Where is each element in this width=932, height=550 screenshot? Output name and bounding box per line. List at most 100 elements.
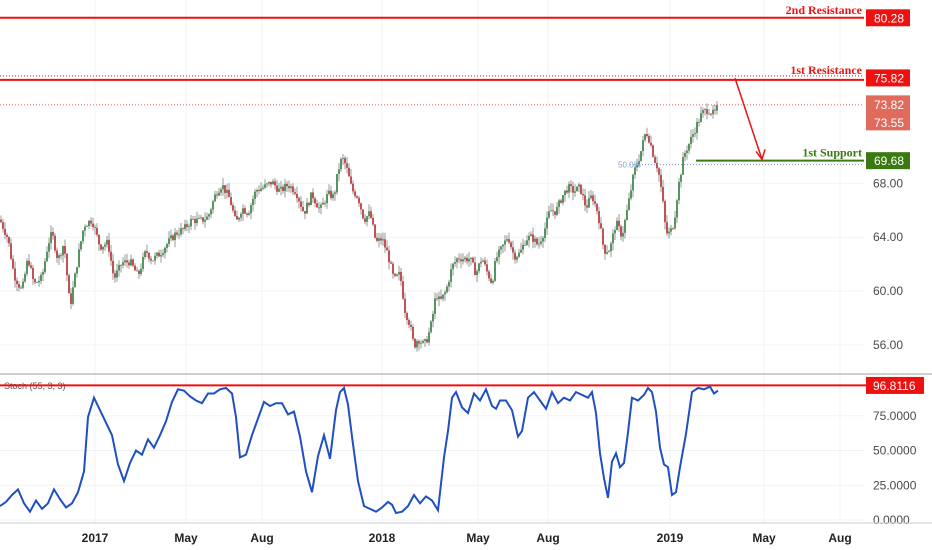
candle-body [638, 160, 640, 165]
candle-body [536, 238, 538, 245]
candle-body [652, 145, 654, 157]
candle-body [208, 214, 210, 217]
first-resistance-badge: 75.82 [866, 69, 910, 87]
candle-body [680, 174, 682, 182]
candle-body [382, 239, 384, 241]
candle-body [96, 227, 98, 235]
candle-body [306, 202, 308, 214]
candle-body [486, 264, 488, 272]
candle-body [94, 227, 96, 228]
candle-body [390, 262, 392, 264]
candle-body [676, 200, 678, 218]
candle-body [38, 280, 40, 283]
candle-body [580, 184, 582, 194]
candle-body [400, 271, 402, 282]
candle-body [6, 234, 8, 237]
candle-body [4, 228, 6, 235]
candle-body [716, 105, 718, 111]
candle-body [546, 217, 548, 229]
candle-body [26, 260, 28, 274]
candle-body [476, 271, 478, 276]
candle-body [598, 211, 600, 224]
candle-body [202, 217, 204, 222]
candle-body [28, 260, 30, 266]
candle-body [270, 181, 272, 185]
candle-body [120, 264, 122, 266]
candle-body [632, 174, 634, 191]
candle-body [312, 192, 314, 199]
candle-body [190, 218, 192, 227]
candle-body [322, 202, 324, 205]
candle-body [448, 281, 450, 287]
candle-body [302, 206, 304, 212]
candle-body [406, 312, 408, 320]
candle-body [58, 255, 60, 258]
candle-body [254, 191, 256, 199]
candle-body [688, 143, 690, 151]
candle-body [578, 184, 580, 187]
stochastic-axis-tick: 25.0000 [873, 478, 917, 492]
candle-body [662, 186, 664, 202]
candle-body [438, 296, 440, 300]
candle-body [398, 271, 400, 275]
candle-body [446, 286, 448, 293]
candle-body [432, 313, 434, 322]
candle-body [520, 249, 522, 253]
candle-body [616, 220, 618, 231]
candle-body [288, 186, 290, 189]
candle-body [210, 209, 212, 215]
candle-body [294, 192, 296, 194]
candle-body [374, 224, 376, 238]
candle-body [56, 250, 58, 258]
candle-body [282, 186, 284, 192]
candle-body [436, 298, 438, 300]
candle-body [216, 194, 218, 196]
candle-body [34, 279, 36, 283]
last-price-value: 73.82 [874, 98, 904, 112]
candle-body [612, 233, 614, 244]
first-support-badge-bg [866, 152, 910, 170]
candle-body [146, 251, 148, 253]
candle-body [456, 258, 458, 263]
candle-body [454, 262, 456, 264]
candle-body [286, 183, 288, 187]
candle-body [166, 244, 168, 248]
candle-body [698, 121, 700, 123]
candle-body [110, 251, 112, 261]
candle-body [576, 186, 578, 192]
candle-body [138, 270, 140, 275]
candle-body [266, 183, 268, 185]
candle-body [492, 280, 494, 283]
candle-body [560, 200, 562, 203]
candle-body [714, 109, 716, 111]
candle-body [556, 206, 558, 215]
candle-body [364, 218, 366, 222]
candle-body [542, 237, 544, 242]
time-axis-tick: May [752, 531, 776, 545]
candle-body [498, 249, 500, 258]
candle-body [116, 270, 118, 278]
candle-body [362, 209, 364, 219]
candle-body [156, 252, 158, 256]
candle-body [214, 194, 216, 202]
candle-body [154, 255, 156, 261]
candle-body [372, 217, 374, 225]
candle-body [356, 196, 358, 198]
candle-body [140, 268, 142, 275]
candle-body [582, 193, 584, 196]
candle-body [150, 258, 152, 261]
candle-body [82, 230, 84, 242]
candle-body [594, 201, 596, 204]
candle-body [218, 192, 220, 196]
candle-body [606, 252, 608, 254]
candle-body [600, 223, 602, 229]
candle-body [54, 235, 56, 251]
price-axis-tick: 56.00 [873, 338, 903, 352]
candle-body [326, 194, 328, 204]
candle-body [274, 181, 276, 186]
candle-body [660, 174, 662, 187]
first-support-badge: 69.68 [866, 152, 910, 170]
candle-body [200, 217, 202, 219]
candle-body [552, 210, 554, 212]
candle-body [618, 220, 620, 227]
